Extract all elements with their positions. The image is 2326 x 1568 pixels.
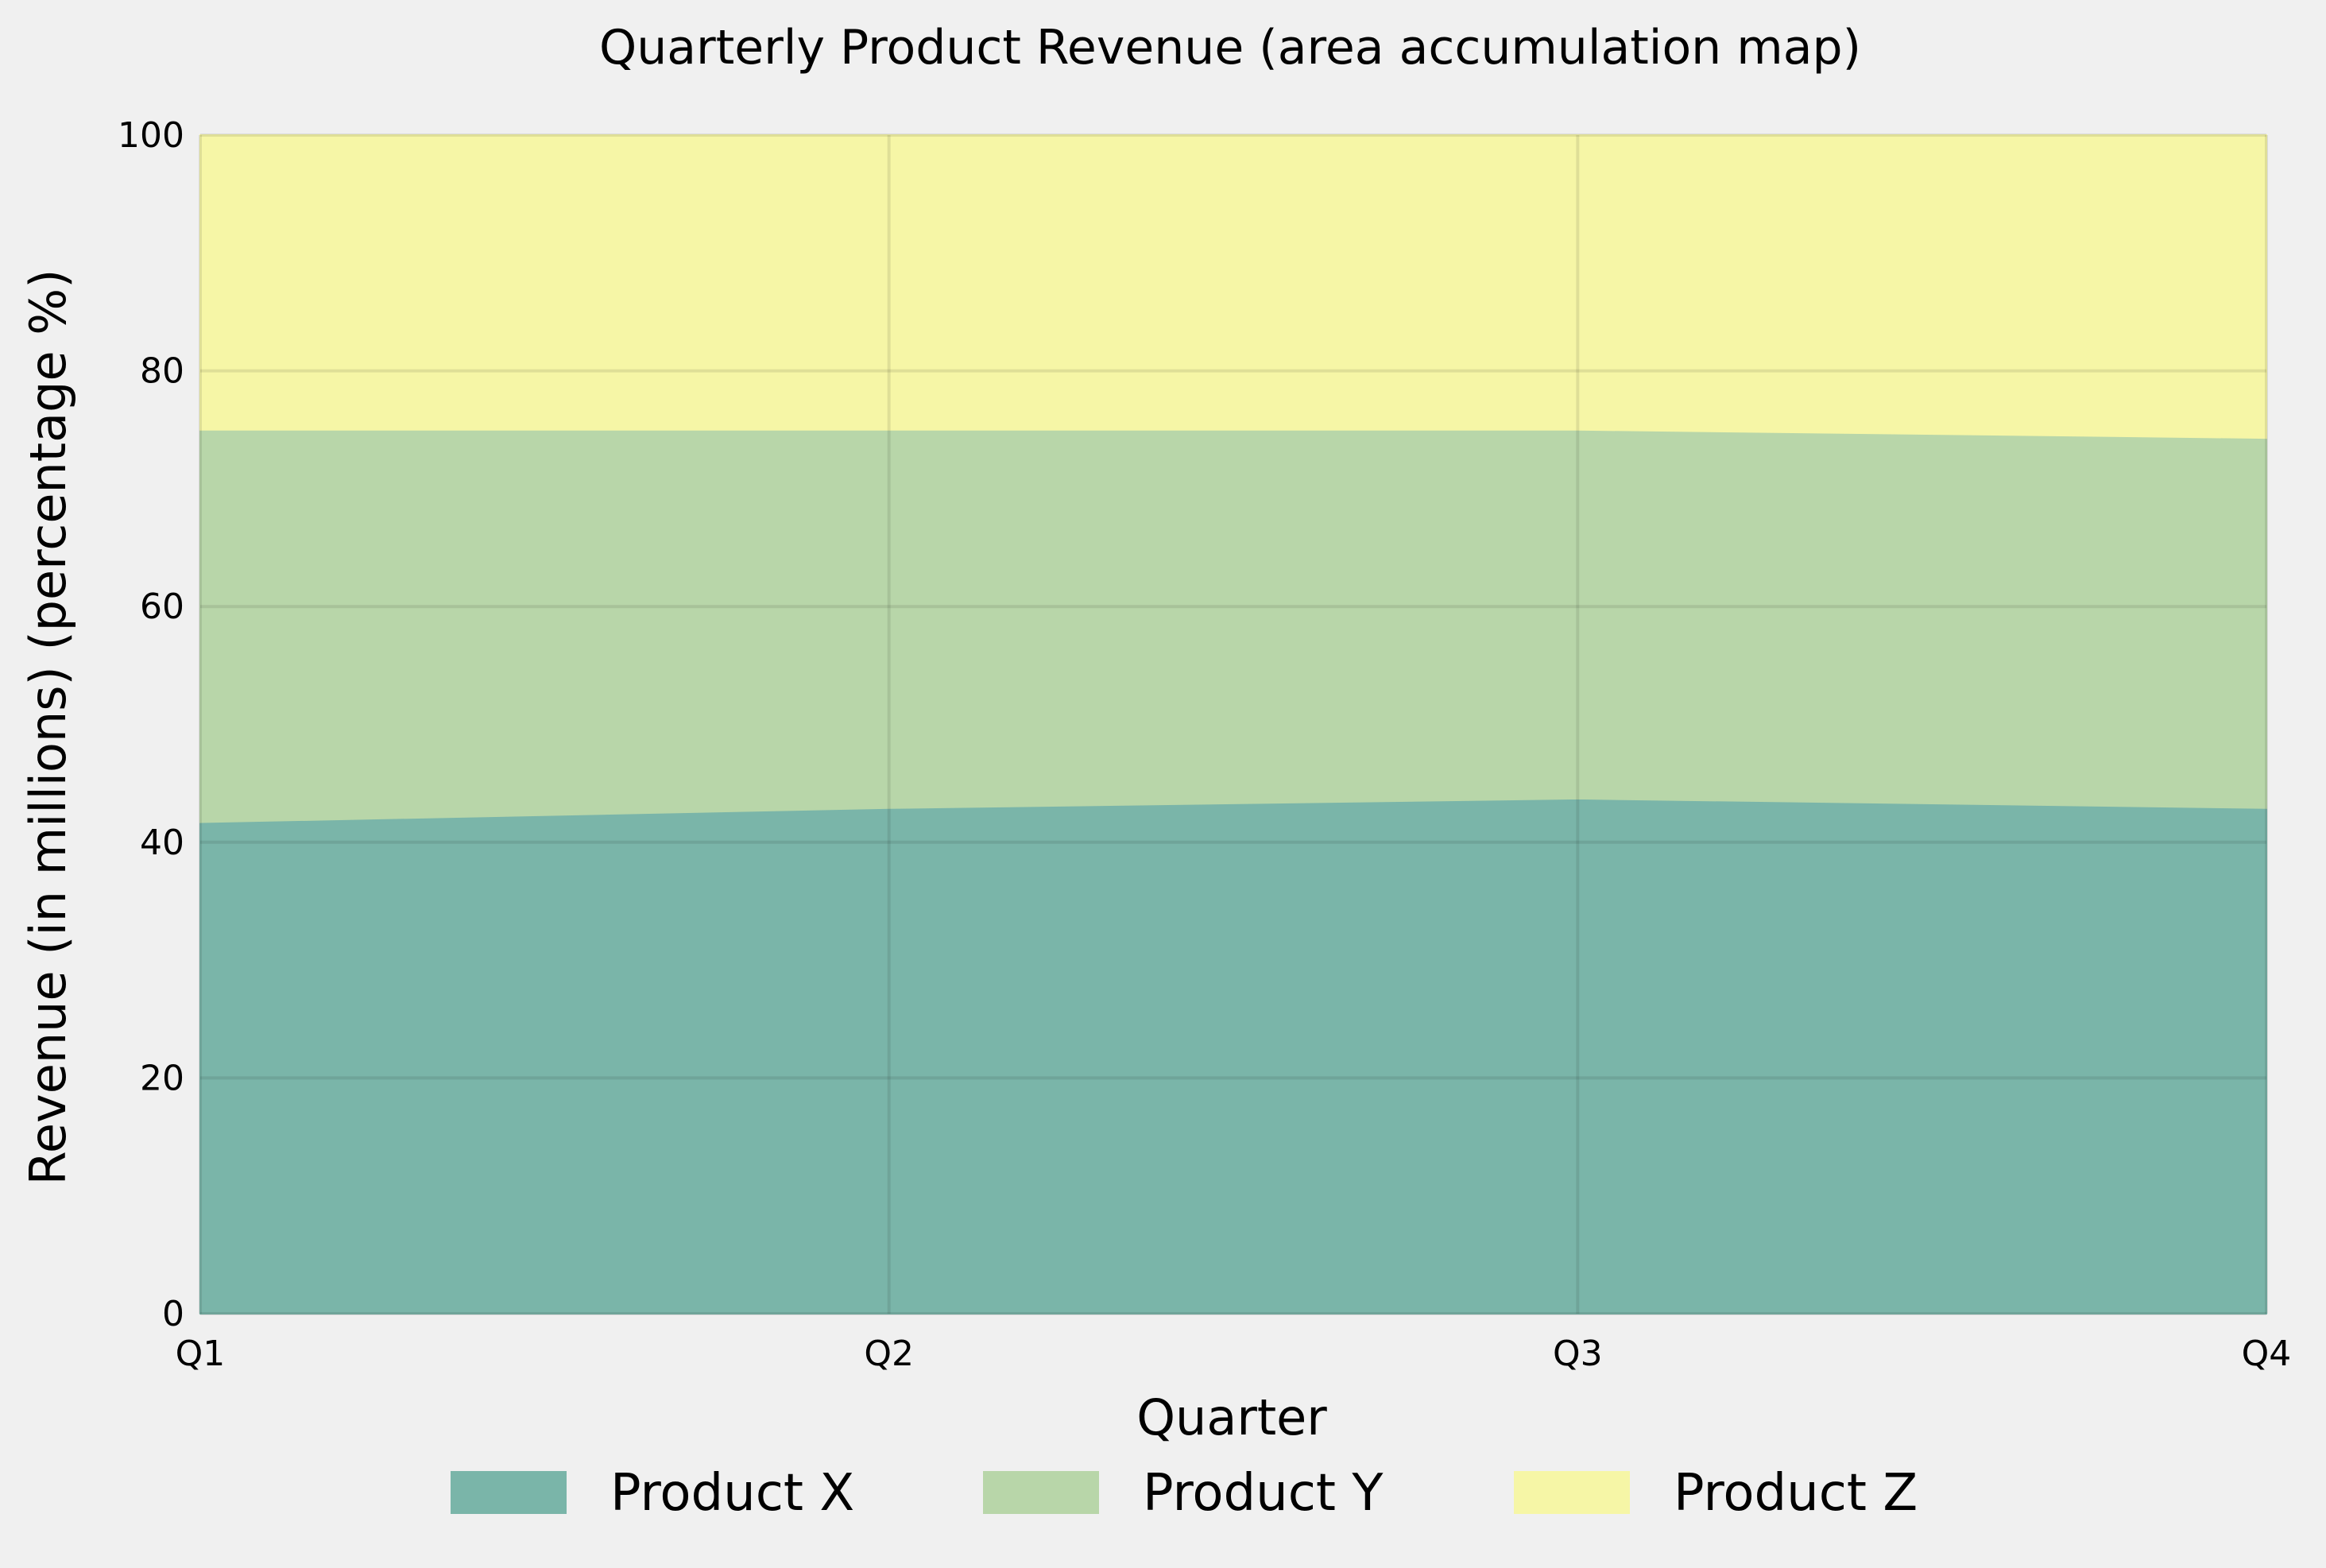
y-tick-labels: 0 20 40 60 80 100	[118, 115, 184, 1334]
y-tick-label: 100	[118, 115, 184, 156]
legend: Product X Product Y Product Z	[451, 1464, 1918, 1523]
area-product-x	[199, 797, 2267, 1314]
legend-label: Product Z	[1674, 1464, 1918, 1523]
legend-label: Product Y	[1143, 1464, 1384, 1523]
area-layers	[199, 134, 2267, 1314]
x-tick-labels: Q1 Q2 Q3 Q4	[176, 1334, 2292, 1374]
area-product-y	[199, 428, 2267, 823]
y-tick-label: 60	[140, 587, 184, 627]
x-axis-title: Quarter	[1136, 1388, 1327, 1446]
legend-label: Product X	[610, 1464, 854, 1523]
x-tick-label: Q1	[176, 1334, 226, 1374]
y-tick-label: 80	[140, 351, 184, 392]
y-tick-label: 20	[140, 1058, 184, 1098]
legend-item-product-y: Product Y	[983, 1464, 1384, 1523]
x-tick-label: Q4	[2242, 1334, 2292, 1374]
legend-swatch	[451, 1471, 567, 1514]
x-tick-label: Q2	[864, 1334, 914, 1374]
y-axis-title: Revenue (in millions) (percentage %)	[19, 269, 77, 1186]
y-tick-label: 40	[140, 823, 184, 863]
legend-swatch	[1514, 1471, 1630, 1514]
legend-item-product-x: Product X	[451, 1464, 854, 1523]
y-tick-label: 0	[162, 1294, 184, 1334]
chart-title: Quarterly Product Revenue (area accumula…	[599, 20, 1861, 75]
x-tick-label: Q3	[1553, 1334, 1603, 1374]
legend-swatch	[983, 1471, 1099, 1514]
grid-lines	[199, 134, 2268, 1315]
legend-item-product-z: Product Z	[1514, 1464, 1918, 1523]
area-product-z	[199, 134, 2267, 439]
